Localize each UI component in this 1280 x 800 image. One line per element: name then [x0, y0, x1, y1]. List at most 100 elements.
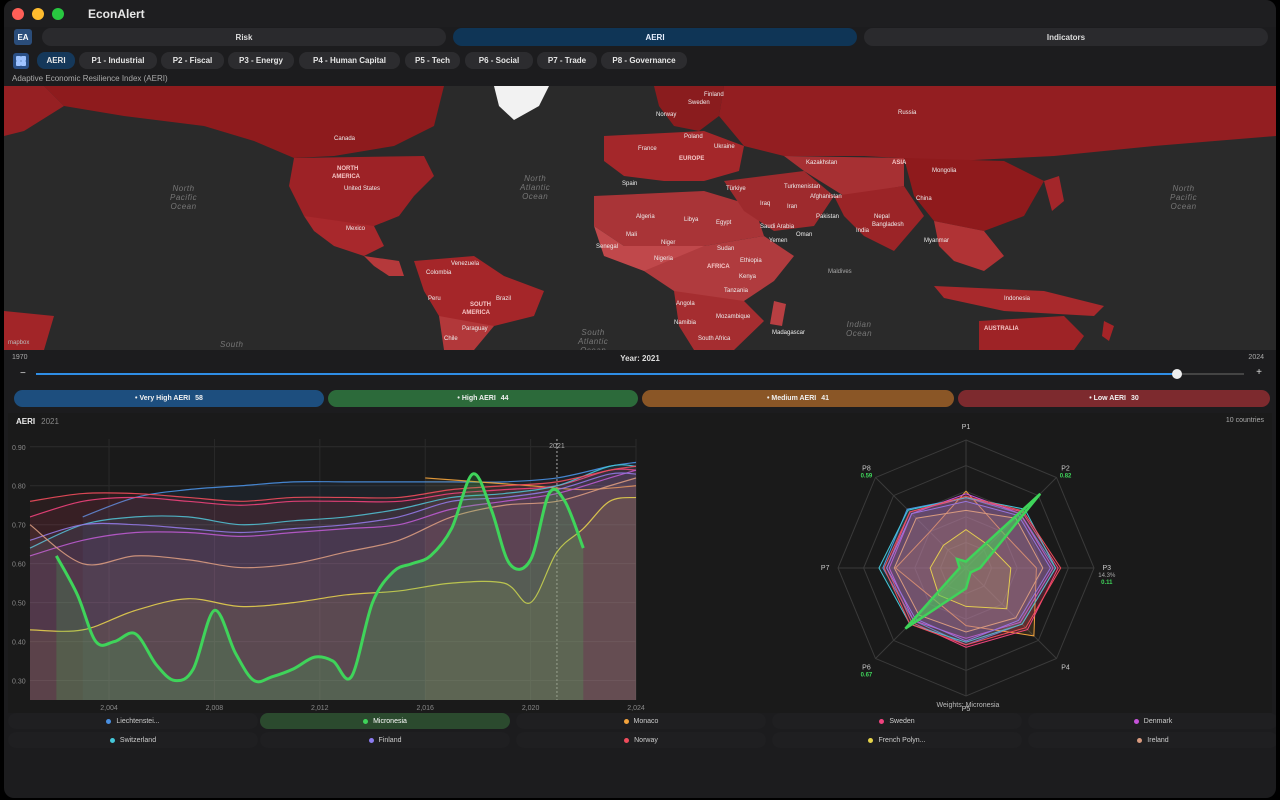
grid-icon[interactable] [13, 53, 29, 69]
map-label: Peru [428, 296, 441, 302]
legend-item[interactable]: Micronesia [260, 713, 510, 729]
map-label: Namibia [674, 320, 697, 326]
legend-swatch [1133, 718, 1139, 724]
year-increment-button[interactable]: + [1256, 367, 1262, 378]
world-map[interactable]: Canada NORTH AMERICA United States Mexic… [4, 86, 1276, 350]
pillar-tab-tech[interactable]: P5 - Tech [405, 52, 460, 69]
map-label: Chile [444, 336, 458, 342]
region-japan [1044, 176, 1064, 211]
x-tick-label: 2,020 [522, 705, 540, 712]
region-europe [604, 131, 744, 181]
category-label: • Very High AERI [135, 395, 191, 402]
pillar-tab-social[interactable]: P6 - Social [465, 52, 533, 69]
close-window-button[interactable] [12, 7, 24, 20]
map-label: Kazakhstan [806, 160, 838, 166]
category-count: 58 [195, 395, 203, 402]
legend-item[interactable]: French Polyn... [772, 732, 1022, 748]
series-line [29, 464, 637, 549]
legend-swatch [368, 737, 374, 743]
map-label: Norway [656, 112, 677, 118]
legend-item[interactable]: Denmark [1028, 713, 1276, 729]
map-label: Nepal [874, 214, 890, 220]
maximize-window-button[interactable] [52, 7, 64, 20]
map-label: Spain [622, 181, 638, 187]
pillar-tab-aeri[interactable]: AERI [37, 52, 75, 69]
app-title: EconAlert [88, 6, 145, 21]
map-label: Libya [684, 217, 699, 223]
radar-axis-label: P5 [962, 706, 971, 713]
map-label: Paraguay [462, 326, 488, 332]
legend-swatch [868, 737, 874, 743]
radar-axis-value: 0.67 [861, 673, 873, 679]
pillar-tab-human-capital[interactable]: P4 - Human Capital [299, 52, 400, 69]
legend-item[interactable]: Monaco [516, 713, 766, 729]
x-tick-label: 2,012 [311, 705, 329, 712]
region-south-america-south [439, 316, 494, 350]
tab-aeri[interactable]: AERI [453, 28, 857, 46]
chart-svg: 0.90 0.80 0.70 0.60 0.50 0.40 0.30 2,004 2,008 2,… [12, 424, 1116, 713]
series-line [29, 465, 637, 502]
region-mexico [304, 216, 384, 256]
year-slider-track[interactable] [36, 369, 1244, 379]
legend-item[interactable]: Liechtenstei... [8, 713, 258, 729]
region-indonesia [934, 286, 1104, 316]
region-scandinavia [654, 86, 724, 131]
legend-label: Monaco [633, 717, 659, 725]
radar-caption: Weights: Micronesia [936, 702, 1000, 709]
radar-axis-label: P6 [862, 665, 871, 672]
region-south-america-north [414, 256, 544, 336]
category-low[interactable]: • Low AERI 30 [958, 390, 1270, 407]
legend-item[interactable]: Finland [260, 732, 510, 748]
legend-item[interactable]: Norway [516, 732, 766, 748]
category-very-high[interactable]: • Very High AERI 58 [14, 390, 324, 407]
region-usa [289, 156, 434, 226]
map-label: Ukraine [714, 144, 735, 150]
legend-item[interactable]: Ireland [1028, 732, 1276, 748]
mapbox-attribution[interactable]: mapbox [8, 340, 30, 346]
legend-label: Micronesia [373, 717, 407, 725]
region-madagascar [770, 301, 786, 326]
legend-label: Switzerland [119, 736, 157, 744]
category-medium[interactable]: • Medium AERI 41 [642, 390, 954, 407]
map-label: Poland [684, 134, 703, 140]
year-max-label: 2024 [1248, 354, 1264, 361]
page-subtitle: Adaptive Economic Resilience Index (AERI… [12, 74, 168, 83]
map-label: Myanmar [924, 238, 950, 244]
series-area [30, 466, 636, 700]
map-label: AMERICA [462, 310, 490, 316]
tab-indicators[interactable]: Indicators [864, 28, 1268, 46]
main-tabs: EA Risk AERI Indicators [4, 28, 1276, 46]
pillar-tab-energy[interactable]: P3 - Energy [228, 52, 294, 69]
radar-axis [965, 567, 1057, 659]
ocean-label: South Atlantic Ocean [578, 328, 609, 350]
legend-item[interactable]: Sweden [772, 713, 1022, 729]
year-slider-thumb[interactable] [1171, 369, 1182, 379]
category-high[interactable]: • High AERI 44 [328, 390, 638, 407]
category-count: 44 [500, 395, 509, 402]
panel-title: AERI 2021 [16, 417, 59, 426]
pillar-tab-industrial[interactable]: P1 - Industrial [79, 52, 157, 69]
radar-axis [875, 477, 967, 569]
radar-highlight [904, 492, 1042, 630]
map-label: India [856, 228, 870, 234]
pillar-tab-trade[interactable]: P7 - Trade [537, 52, 597, 69]
year-decrement-button[interactable]: − [20, 368, 26, 379]
year-label: Year: 2021 [620, 354, 660, 363]
map-label: SOUTH [470, 302, 491, 308]
tab-risk[interactable]: Risk [42, 28, 446, 46]
legend-item[interactable]: Switzerland [8, 732, 258, 748]
radar-axis-label: P4 [1061, 665, 1070, 672]
region-central-africa [644, 236, 794, 306]
series-line [82, 461, 637, 518]
pillar-tab-fiscal[interactable]: P2 - Fiscal [161, 52, 224, 69]
series-line [29, 477, 637, 569]
map-label: AMERICA [332, 174, 360, 180]
year-min-label: 1970 [12, 354, 28, 361]
chart-panel: AERI 2021 10 countries 0.90 0.80 0.70 0.60 0.… [8, 413, 1272, 713]
region-north-africa [594, 191, 764, 246]
region-alaska [4, 86, 64, 136]
pillar-tab-governance[interactable]: P8 - Governance [601, 52, 687, 69]
minimize-window-button[interactable] [32, 7, 44, 20]
map-label: Colombia [426, 270, 452, 276]
year-marker-label: 2021 [549, 443, 565, 450]
